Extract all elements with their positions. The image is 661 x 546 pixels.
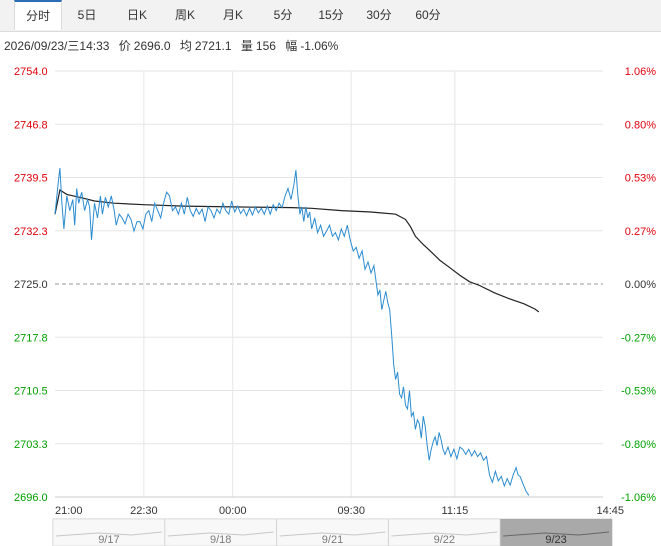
tab-intraday[interactable]: 分时 xyxy=(14,0,62,30)
pct-tick-label: 1.06% xyxy=(625,66,656,78)
y-tick-label: 2725.0 xyxy=(14,279,48,291)
tab-15min[interactable]: 15分 xyxy=(318,8,344,22)
x-tick-label: 11:15 xyxy=(442,505,469,517)
navigator-sparkline xyxy=(391,531,498,537)
price-line xyxy=(54,167,530,496)
navigator-date-label: 9/17 xyxy=(98,534,119,546)
price-value: 2696.0 xyxy=(133,39,171,53)
y-tick-label: 2732.3 xyxy=(14,226,48,238)
tab-30min[interactable]: 30分 xyxy=(366,8,392,22)
navigator-selection xyxy=(500,519,612,546)
y-tick-label: 2703.3 xyxy=(14,439,48,451)
pct-tick-label: 0.80% xyxy=(625,119,656,131)
quote-info-bar: 2026/09/23/三14:33 价 2696.0 均 2721.1 量 156 幅… xyxy=(4,37,344,54)
tab-5min[interactable]: 5分 xyxy=(273,8,293,22)
pct-tick-label: -1.06% xyxy=(621,492,656,504)
x-tick-label: 00:00 xyxy=(219,505,247,517)
tab-5day[interactable]: 5日 xyxy=(77,8,97,22)
navigator-date-label: 9/21 xyxy=(322,534,343,546)
y-tick-label: 2739.5 xyxy=(14,173,48,185)
pct-tick-label: -0.80% xyxy=(621,439,656,451)
y-tick-label: 2717.8 xyxy=(14,332,48,344)
navigator-mask xyxy=(53,519,501,546)
navigator-sparkline xyxy=(167,531,274,537)
navigator-date-label: 9/18 xyxy=(210,534,231,546)
avg-price-line xyxy=(54,189,540,313)
price-label: 价 xyxy=(118,39,131,53)
change-label: 幅 xyxy=(285,39,298,53)
quote-datetime: 2026/09/23/三14:33 xyxy=(4,39,110,53)
x-tick-label: 21:00 xyxy=(55,505,83,517)
period-tabs: 分时 5日 日K 周K 月K 5分 15分 30分 60分 xyxy=(0,0,661,32)
navigator-sparkline xyxy=(503,531,610,537)
navigator-date-label: 9/22 xyxy=(434,534,455,546)
x-tick-label: 14:45 xyxy=(596,505,624,517)
tab-weekly-k[interactable]: 周K xyxy=(174,8,195,22)
y-tick-label: 2754.0 xyxy=(14,66,48,78)
x-tick-label: 22:30 xyxy=(130,505,158,517)
pct-tick-label: 0.00% xyxy=(625,279,656,291)
tab-daily-k[interactable]: 日K xyxy=(126,8,147,22)
navigator-date-label: 9/23 xyxy=(545,534,566,546)
volume-value: 156 xyxy=(255,39,276,53)
tab-60min[interactable]: 60分 xyxy=(415,8,441,22)
navigator-sparkline xyxy=(279,531,386,537)
pct-tick-label: -0.27% xyxy=(621,332,656,344)
y-tick-label: 2746.8 xyxy=(14,119,48,131)
pct-tick-label: 0.27% xyxy=(625,226,656,238)
y-tick-label: 2696.0 xyxy=(14,492,48,504)
volume-label: 量 xyxy=(240,39,253,53)
change-value: -1.06% xyxy=(300,39,339,53)
navigator-sparkline xyxy=(55,531,162,537)
tab-monthly-k[interactable]: 月K xyxy=(222,8,243,22)
pct-tick-label: 0.53% xyxy=(625,173,656,185)
y-tick-label: 2710.5 xyxy=(14,386,48,398)
pct-tick-label: -0.53% xyxy=(621,386,656,398)
avg-value: 2721.1 xyxy=(194,39,232,53)
x-tick-label: 09:30 xyxy=(337,505,365,517)
avg-label: 均 xyxy=(179,39,192,53)
